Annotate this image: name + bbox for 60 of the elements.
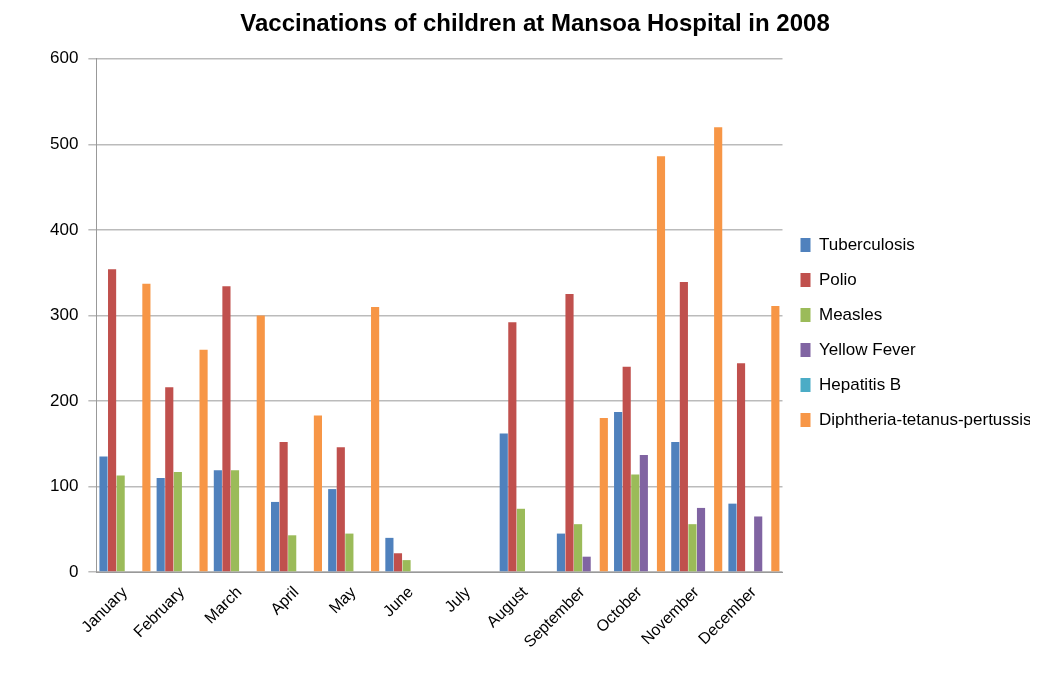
bar bbox=[639, 454, 648, 572]
bar bbox=[173, 471, 182, 572]
legend-label: Yellow Fever bbox=[819, 339, 917, 359]
bar bbox=[279, 442, 288, 572]
bar bbox=[614, 412, 623, 572]
bar bbox=[771, 306, 780, 572]
y-tick-label: 200 bbox=[49, 390, 79, 410]
bar bbox=[688, 524, 697, 572]
legend-label: Hepatitis B bbox=[819, 374, 902, 394]
bar bbox=[728, 503, 737, 572]
bar bbox=[671, 442, 680, 572]
y-tick-label: 400 bbox=[49, 219, 79, 239]
bar bbox=[631, 474, 640, 572]
bar bbox=[574, 524, 583, 572]
bar bbox=[336, 447, 345, 572]
bar bbox=[142, 283, 151, 572]
bar bbox=[213, 470, 222, 572]
y-tick-label: 500 bbox=[49, 134, 79, 154]
bar bbox=[565, 294, 574, 572]
bar bbox=[270, 501, 280, 572]
legend-label: Measles bbox=[819, 304, 883, 324]
bar bbox=[393, 553, 403, 572]
bar bbox=[656, 156, 666, 572]
bar bbox=[385, 537, 394, 572]
y-tick-label: 600 bbox=[49, 48, 79, 68]
bar bbox=[371, 306, 380, 572]
bar bbox=[116, 475, 125, 572]
y-tick-label: 0 bbox=[68, 561, 79, 581]
bar bbox=[736, 363, 746, 572]
bar bbox=[165, 387, 174, 572]
bar bbox=[696, 507, 706, 572]
bar bbox=[222, 286, 231, 572]
bar bbox=[714, 127, 723, 572]
y-tick-label: 300 bbox=[49, 305, 79, 325]
bar bbox=[679, 282, 688, 572]
bar bbox=[622, 366, 631, 572]
bar bbox=[402, 560, 411, 572]
bar bbox=[582, 556, 591, 572]
bar bbox=[599, 418, 608, 572]
bar bbox=[288, 535, 297, 572]
legend-label: Polio bbox=[819, 269, 857, 289]
bar bbox=[230, 470, 240, 572]
y-tick-label: 100 bbox=[49, 476, 79, 496]
bar bbox=[345, 533, 354, 572]
x-tick-label: May bbox=[325, 583, 359, 617]
x-tick-label: July bbox=[441, 583, 474, 616]
bar bbox=[256, 315, 265, 572]
bar bbox=[108, 269, 117, 572]
bar bbox=[516, 508, 525, 572]
bar bbox=[499, 433, 508, 572]
bar bbox=[556, 533, 566, 572]
legend-label: Tuberculosis bbox=[819, 234, 915, 254]
chart-title: Vaccinations of children at Mansoa Hospital in 2008 bbox=[240, 9, 830, 37]
bar bbox=[156, 477, 165, 572]
bar bbox=[313, 415, 322, 572]
bar bbox=[328, 489, 337, 572]
bar bbox=[99, 456, 108, 572]
bar bbox=[199, 349, 208, 572]
bar bbox=[508, 322, 517, 572]
bar bbox=[754, 516, 763, 572]
